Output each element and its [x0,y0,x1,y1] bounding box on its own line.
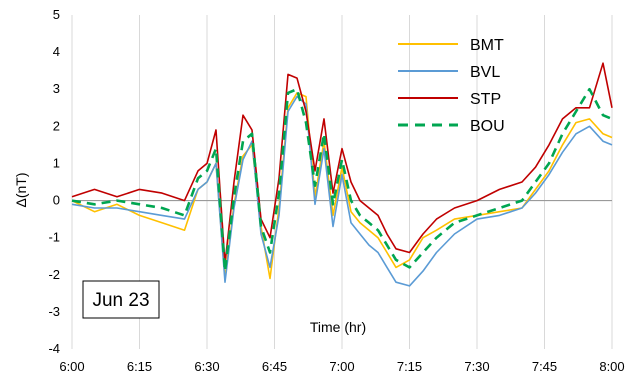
y-tick-label: -1 [48,230,60,245]
x-tick-label: 6:30 [194,359,219,374]
series-line-stp [71,62,613,265]
y-tick-labels: -4 -3 -2 -1 0 1 2 3 4 5 [48,7,60,356]
x-tick-label: 8:00 [599,359,624,374]
x-tick-label: 6:00 [59,359,84,374]
legend-label-stp: STP [470,91,501,108]
legend-label-bvl: BVL [470,64,500,81]
x-tick-label: 7:00 [329,359,354,374]
series-line-bvl [71,95,613,287]
y-tick-label: -3 [48,304,60,319]
date-annotation: Jun 23 [92,290,149,311]
y-tick-label: 1 [53,155,60,170]
x-tick-labels: 6:00 6:15 6:30 6:45 7:00 7:15 7:30 7:45 8:00 [59,359,624,374]
x-tick-label: 7:15 [397,359,422,374]
legend-label-bmt: BMT [470,37,504,54]
date-annotation-box: Jun 23 [82,280,160,319]
legend: BMT BVL STP BOU [398,37,505,135]
x-tick-label: 7:45 [532,359,557,374]
series-layer [71,62,613,287]
x-tick-label: 6:45 [262,359,287,374]
y-tick-label: 2 [53,118,60,133]
legend-label-bou: BOU [470,118,505,135]
y-tick-label: 4 [53,44,60,59]
y-tick-label: 0 [53,193,60,208]
y-tick-label: 3 [53,81,60,96]
x-axis-title: Time (hr) [310,319,366,335]
x-tick-label: 6:15 [127,359,152,374]
series-line-bou [71,87,613,273]
y-tick-label: -4 [48,341,60,356]
y-tick-label: 5 [53,7,60,22]
y-tick-label: -2 [48,267,60,282]
y-axis-title: Δ(nT) [13,172,29,207]
x-tick-label: 7:30 [464,359,489,374]
